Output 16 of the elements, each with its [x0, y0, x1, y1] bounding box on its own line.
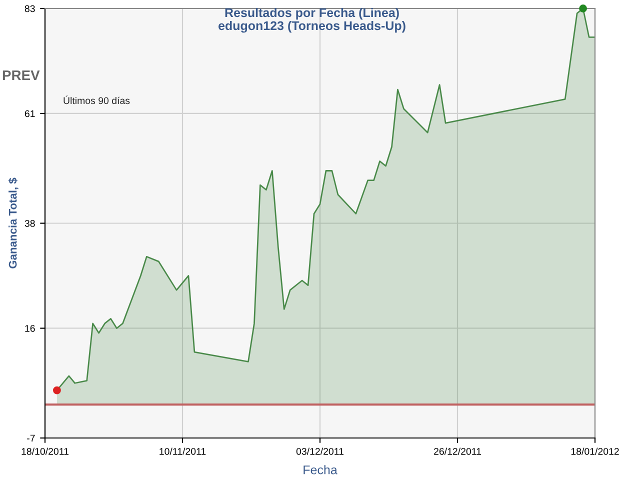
y-axis-title: Ganancia Total, $ [8, 178, 18, 268]
text: edugon123 (Torneos Heads-Up) [218, 20, 406, 33]
x-tick-label: 18/10/2011 [22, 448, 68, 455]
x-tick-label: 26/12/2011 [434, 448, 481, 455]
x-axis-title: Fecha [304, 465, 338, 474]
annotation: Últimos 90 días [64, 96, 130, 104]
y-tick-label: -7 [27, 434, 35, 442]
text: PREV [2, 70, 40, 80]
x-tick-label: 18/01/2012 [571, 448, 619, 455]
y-tick-label: 83 [24, 5, 35, 12]
y-tick-label: 38 [24, 220, 35, 227]
y-tick-label: 61 [24, 110, 35, 118]
x-tick-label: 10/11/2011 [160, 448, 206, 455]
y-tick-label: 16 [25, 324, 35, 332]
x-tick-label: 03/12/2011 [296, 448, 344, 455]
chart-title: Resultados por Fecha (Linea) [225, 8, 399, 20]
